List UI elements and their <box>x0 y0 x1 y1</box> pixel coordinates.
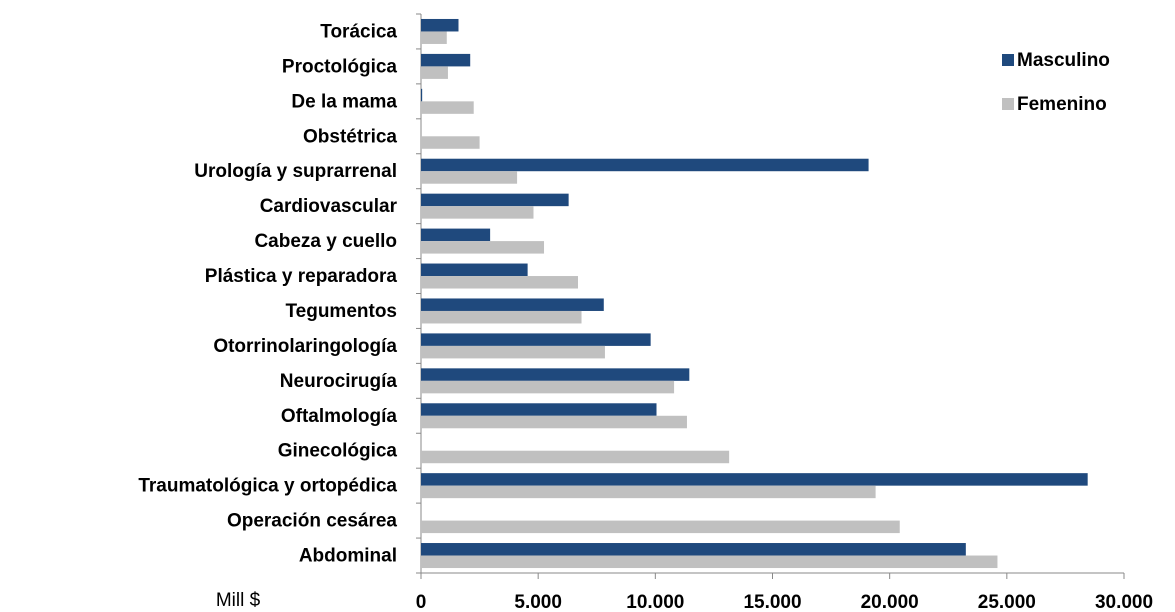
bar <box>421 345 605 359</box>
bar <box>421 101 474 114</box>
x-tick-label: 10.000 <box>626 592 684 612</box>
bar <box>421 158 869 172</box>
y-tick-label: Tegumentos <box>285 301 397 322</box>
bar <box>421 206 534 219</box>
bar <box>421 171 518 184</box>
bar <box>421 415 687 429</box>
y-tick-label: Oftalmología <box>281 406 398 427</box>
y-tick-label: Operación cesárea <box>227 511 397 532</box>
y-tick-label: Abdominal <box>299 546 397 567</box>
y-tick-label: Proctológica <box>282 56 398 77</box>
bar <box>421 368 690 381</box>
bar <box>421 520 900 534</box>
x-tick-label: 0 <box>416 592 427 612</box>
y-tick-label: De la mama <box>291 91 397 112</box>
x-axis-label: Mill $ <box>216 590 261 611</box>
y-tick-label: Neurocirugía <box>280 371 398 392</box>
bar <box>421 485 876 499</box>
bar <box>421 88 423 102</box>
bar <box>421 543 966 556</box>
legend-swatch <box>1002 98 1014 110</box>
bar <box>421 66 448 79</box>
y-tick-label: Cabeza y cuello <box>254 231 397 252</box>
bar <box>421 333 651 346</box>
bar <box>421 555 998 569</box>
y-tick-label: Otorrinolaringología <box>213 336 397 357</box>
bar <box>421 53 471 67</box>
bar <box>421 310 582 324</box>
bar <box>421 136 480 149</box>
bar <box>421 263 528 277</box>
bar <box>421 450 730 464</box>
bar <box>421 403 657 416</box>
legend-label: Masculino <box>1017 50 1110 71</box>
y-tick-label: Plástica y reparadora <box>205 266 398 287</box>
bar <box>421 228 491 242</box>
bar <box>421 241 545 254</box>
legend-label: Femenino <box>1017 94 1107 115</box>
bar <box>421 276 579 289</box>
bar <box>421 380 675 394</box>
y-tick-label: Torácica <box>320 21 397 42</box>
x-tick-label: 30.000 <box>1095 592 1153 612</box>
x-tick-label: 5.000 <box>514 592 562 612</box>
y-tick-label: Urología y suprarrenal <box>194 161 397 182</box>
bar <box>421 31 447 44</box>
x-tick-label: 20.000 <box>861 592 919 612</box>
y-tick-label: Ginecológica <box>278 441 398 462</box>
x-tick-label: 25.000 <box>978 592 1036 612</box>
y-tick-label: Traumatológica y ortopédica <box>138 476 397 497</box>
bar <box>421 18 459 32</box>
bar <box>421 193 569 207</box>
y-tick-label: Cardiovascular <box>260 196 398 217</box>
y-tick-label: Obstétrica <box>303 126 397 147</box>
legend-swatch <box>1002 54 1014 66</box>
bar <box>421 473 1088 486</box>
x-tick-label: 15.000 <box>743 592 801 612</box>
bar <box>421 298 604 311</box>
